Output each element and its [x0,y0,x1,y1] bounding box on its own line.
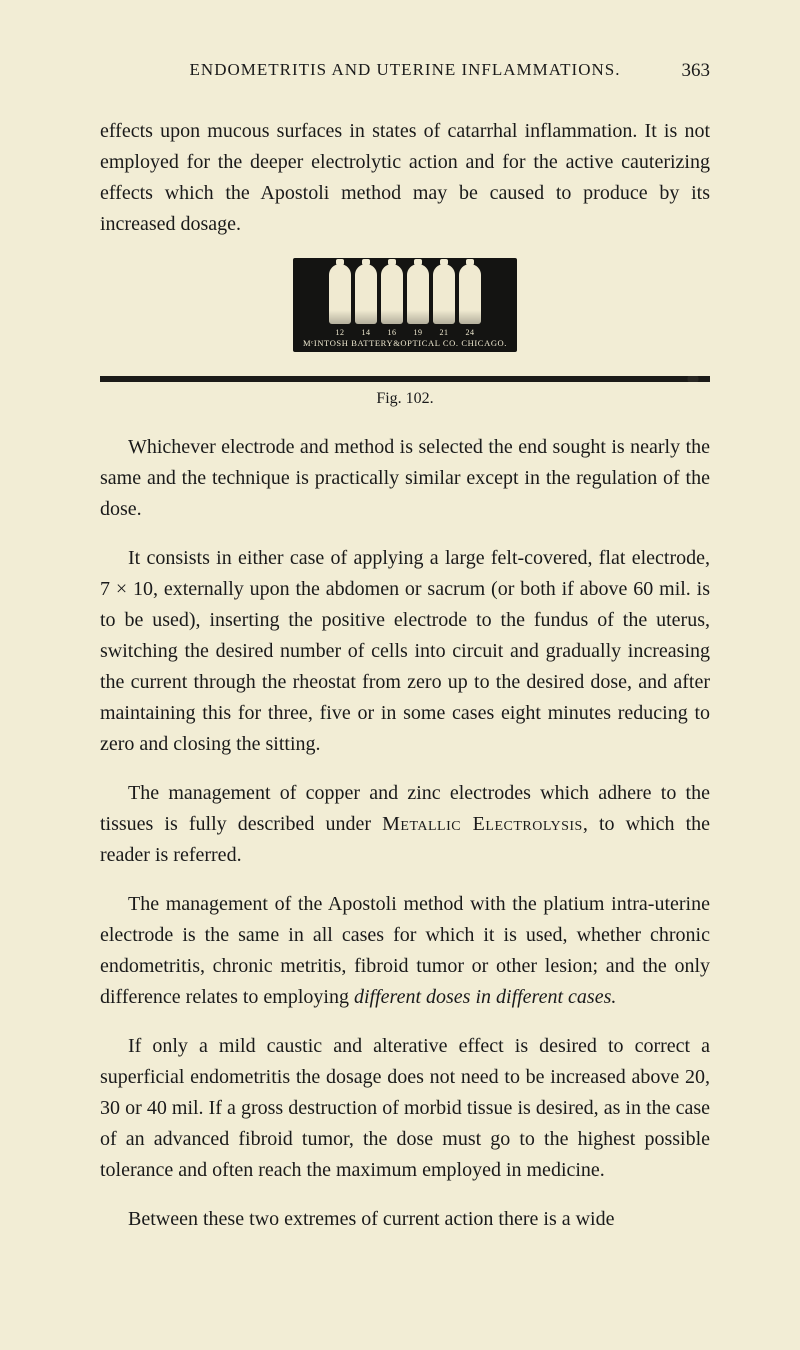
figure-caption: Fig. 102. [100,390,710,408]
p5-emphasis: different doses in different cases. [354,986,616,1008]
paragraph-4: The management of copper and zinc electr… [100,778,710,871]
paragraph-7: Between these two extremes of current ac… [100,1204,710,1235]
cell-number: 14 [355,328,377,337]
battery-cell [433,264,455,324]
paragraph-1: effects upon mucous surfaces in states o… [100,116,710,240]
battery-cells-row [303,264,507,324]
figure-rule [100,376,710,382]
battery-device: 12 14 16 19 21 24 MᶜINTOSH BATTERY&OPTIC… [293,258,517,352]
paragraph-6: If only a mild caustic and alterative ef… [100,1031,710,1186]
paragraph-2: Whichever electrode and method is select… [100,432,710,525]
page-number: 363 [682,60,711,82]
cell-number: 24 [459,328,481,337]
device-label: MᶜINTOSH BATTERY&OPTICAL CO. CHICAGO. [303,338,507,348]
cell-number: 19 [407,328,429,337]
p4-smallcaps: Metallic Electroly­sis [382,813,583,835]
running-head: ENDOMETRITIS AND UTERINE INFLAMMATIONS. … [100,60,710,80]
cell-number: 12 [329,328,351,337]
page: ENDOMETRITIS AND UTERINE INFLAMMATIONS. … [0,0,800,1350]
cell-number: 21 [433,328,455,337]
running-title: ENDOMETRITIS AND UTERINE INFLAMMATIONS. [190,60,621,80]
battery-cell [407,264,429,324]
battery-cell [329,264,351,324]
paragraph-3: It consists in either case of applying a… [100,543,710,760]
battery-cell [355,264,377,324]
paragraph-5: The management of the Apostoli method wi… [100,889,710,1013]
battery-cell [381,264,403,324]
battery-cell-numbers: 12 14 16 19 21 24 [303,328,507,337]
cell-number: 16 [381,328,403,337]
battery-cell [459,264,481,324]
figure-102: 12 14 16 19 21 24 MᶜINTOSH BATTERY&OPTIC… [100,258,710,352]
